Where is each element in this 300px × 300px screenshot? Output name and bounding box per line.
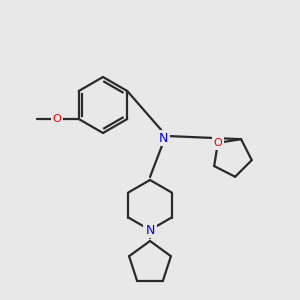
Text: O: O (52, 114, 61, 124)
Text: N: N (145, 224, 155, 236)
Text: N: N (158, 131, 168, 145)
Text: O: O (214, 138, 222, 148)
